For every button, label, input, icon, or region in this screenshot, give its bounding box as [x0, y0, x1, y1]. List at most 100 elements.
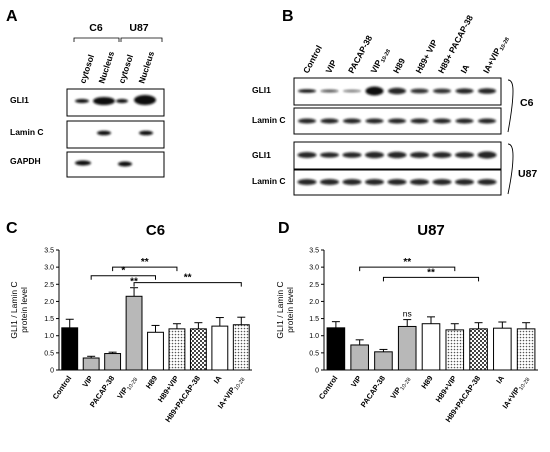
- chart-c6-bar: [104, 353, 122, 371]
- chart-c6-ytick-label: 1.0: [44, 333, 54, 340]
- chart-c6-xtick-label: H89: [144, 374, 159, 390]
- blot-b-band: [410, 118, 429, 124]
- blot-b-band: [410, 152, 429, 158]
- blot-b-band: [365, 151, 384, 159]
- blot-b-band: [320, 152, 339, 158]
- chart-u87-ytick-label: 2.0: [309, 299, 319, 306]
- blot-b-band: [298, 118, 316, 124]
- chart-c6-bar: [82, 357, 100, 371]
- chart-u87-ytick-label: 1.0: [309, 333, 319, 340]
- blot-b-band: [432, 152, 452, 158]
- chart-c6: C6 GLI1 / Lamin Cprotein level 0 0.5 1.0 1.5 2…: [9, 222, 252, 424]
- blot-b-band: [455, 118, 474, 124]
- blot-a-bracket-c6: [73, 37, 120, 42]
- chart-c6-bar: [232, 324, 250, 371]
- chart-u87-xtick-label: IA: [494, 374, 506, 386]
- blot-b-band: [320, 118, 339, 124]
- blot-b-row-gli1-c6: GLI1: [252, 85, 271, 95]
- panel-d-label: D: [278, 220, 290, 237]
- blot-b-row-gli1-u87: GLI1: [252, 150, 271, 160]
- panel-b-label: B: [282, 8, 294, 25]
- chart-u87-bar: [493, 327, 512, 371]
- chart-u87-ytick-label: 0.5: [309, 350, 319, 357]
- chart-u87-bar: [326, 327, 346, 371]
- chart-u87-bar: [350, 344, 369, 371]
- chart-u87-ytick-label: 1.5: [309, 316, 319, 323]
- blot-b-lane-5: H89: [391, 56, 407, 75]
- chart-u87-xtick-label: VIP: [349, 374, 363, 389]
- blot-b-cellline-c6: C6: [520, 97, 534, 109]
- chart-u87-bar: [445, 329, 465, 371]
- blot-a-band: [116, 99, 128, 103]
- chart-c6-ytick-label: 3.0: [44, 265, 54, 272]
- chart-c6-bar: [147, 331, 164, 371]
- blot-b-band: [320, 179, 339, 185]
- chart-u87-ytick-label: 2.5: [309, 282, 319, 289]
- chart-c6-ytick-label: 2.5: [44, 282, 54, 289]
- chart-u87-bar: [516, 328, 536, 371]
- chart-c6-ylabel: GLI1 / Lamin Cprotein level: [9, 281, 29, 338]
- blot-b-band: [343, 89, 361, 93]
- chart-c6-xtick-label: VIP10-28: [115, 374, 139, 402]
- blot-a-group-u87: U87: [129, 22, 148, 34]
- blot-b-band: [388, 87, 406, 95]
- chart-u87: U87 GLI1 / Lamin Cprotein level 0 0.5 1.0 1.5…: [275, 222, 538, 424]
- chart-c6-comparison-label: *: [121, 266, 125, 277]
- blot-b-band: [478, 118, 496, 124]
- blot-b-band: [455, 179, 474, 185]
- blot-b-band: [433, 88, 451, 94]
- blot-b-band: [365, 86, 384, 96]
- panel-c-label: C: [6, 220, 18, 237]
- chart-c6-bar: [125, 295, 143, 371]
- blot-b-band: [478, 88, 496, 94]
- blot-b-lane-8: IA: [458, 63, 471, 75]
- chart-c6-ytick-label: 0: [50, 368, 54, 375]
- chart-c6-title: C6: [146, 222, 165, 239]
- blot-b-row-laminc-c6: Lamin C: [252, 115, 286, 125]
- chart-u87-title: U87: [417, 222, 445, 239]
- blot-b-bracket-u87: [507, 143, 514, 195]
- blot-a-band: [134, 95, 156, 105]
- chart-c6-bar: [61, 327, 79, 371]
- blot-a-band: [93, 97, 115, 105]
- blot-b-band: [432, 179, 452, 185]
- chart-u87-ytick-label: 3.0: [309, 265, 319, 272]
- blot-a-lane-1: cytosol: [77, 53, 96, 84]
- chart-u87-comparison-bracket: [382, 276, 480, 282]
- chart-u87-bar: [469, 328, 488, 371]
- chart-c6-comparison-bracket: [112, 266, 178, 272]
- blot-b-band: [343, 118, 361, 124]
- blot-a-group-c6: C6: [89, 22, 103, 34]
- chart-u87-bar: [421, 323, 441, 371]
- chart-c6-ytick-label: 0.5: [44, 350, 54, 357]
- chart-u87-xtick-label: H89: [419, 374, 434, 390]
- chart-u87-ytick-label: 0: [315, 368, 319, 375]
- blot-b-band: [365, 179, 384, 185]
- blot-b-lane-9: IA+VIP10-28: [481, 34, 511, 76]
- panel-c: C C6 GLI1 / Lamin Cprotein level 0 0.5 1.0 1.…: [6, 220, 252, 424]
- chart-u87-xtick-label: H89+VIP: [434, 374, 459, 404]
- chart-u87-xtick-label: VIP10-28: [388, 374, 412, 402]
- blot-a-lane-3: cytosol: [116, 53, 135, 84]
- chart-c6-xtick-label: Control: [51, 374, 74, 401]
- blot-b-lane-2: VIP: [323, 58, 338, 75]
- chart-u87-bar: [397, 325, 417, 371]
- chart-c6-comparison-bracket: [90, 275, 156, 280]
- chart-u87-bar: [374, 351, 393, 371]
- panel-a-label: A: [6, 8, 18, 25]
- blot-b-row-laminc-u87: Lamin C: [252, 176, 286, 186]
- blot-b-band: [410, 179, 429, 185]
- blot-b-cellline-u87: U87: [518, 168, 537, 180]
- chart-u87-comparison-label: **: [403, 257, 411, 268]
- chart-u87-comparison-bracket: [359, 266, 456, 272]
- blot-a-band: [118, 161, 132, 167]
- chart-c6-xtick-label: VIP: [80, 374, 94, 389]
- chart-u87-comparison-label: **: [427, 267, 435, 278]
- chart-c6-ytick-label: 2.0: [44, 299, 54, 306]
- chart-c6-comparison-label: **: [141, 257, 149, 268]
- blot-b-band: [455, 152, 474, 158]
- blot-a-row-gli1: GLI1: [10, 95, 29, 105]
- blot-b-lane-4: VIP10-28: [368, 46, 392, 76]
